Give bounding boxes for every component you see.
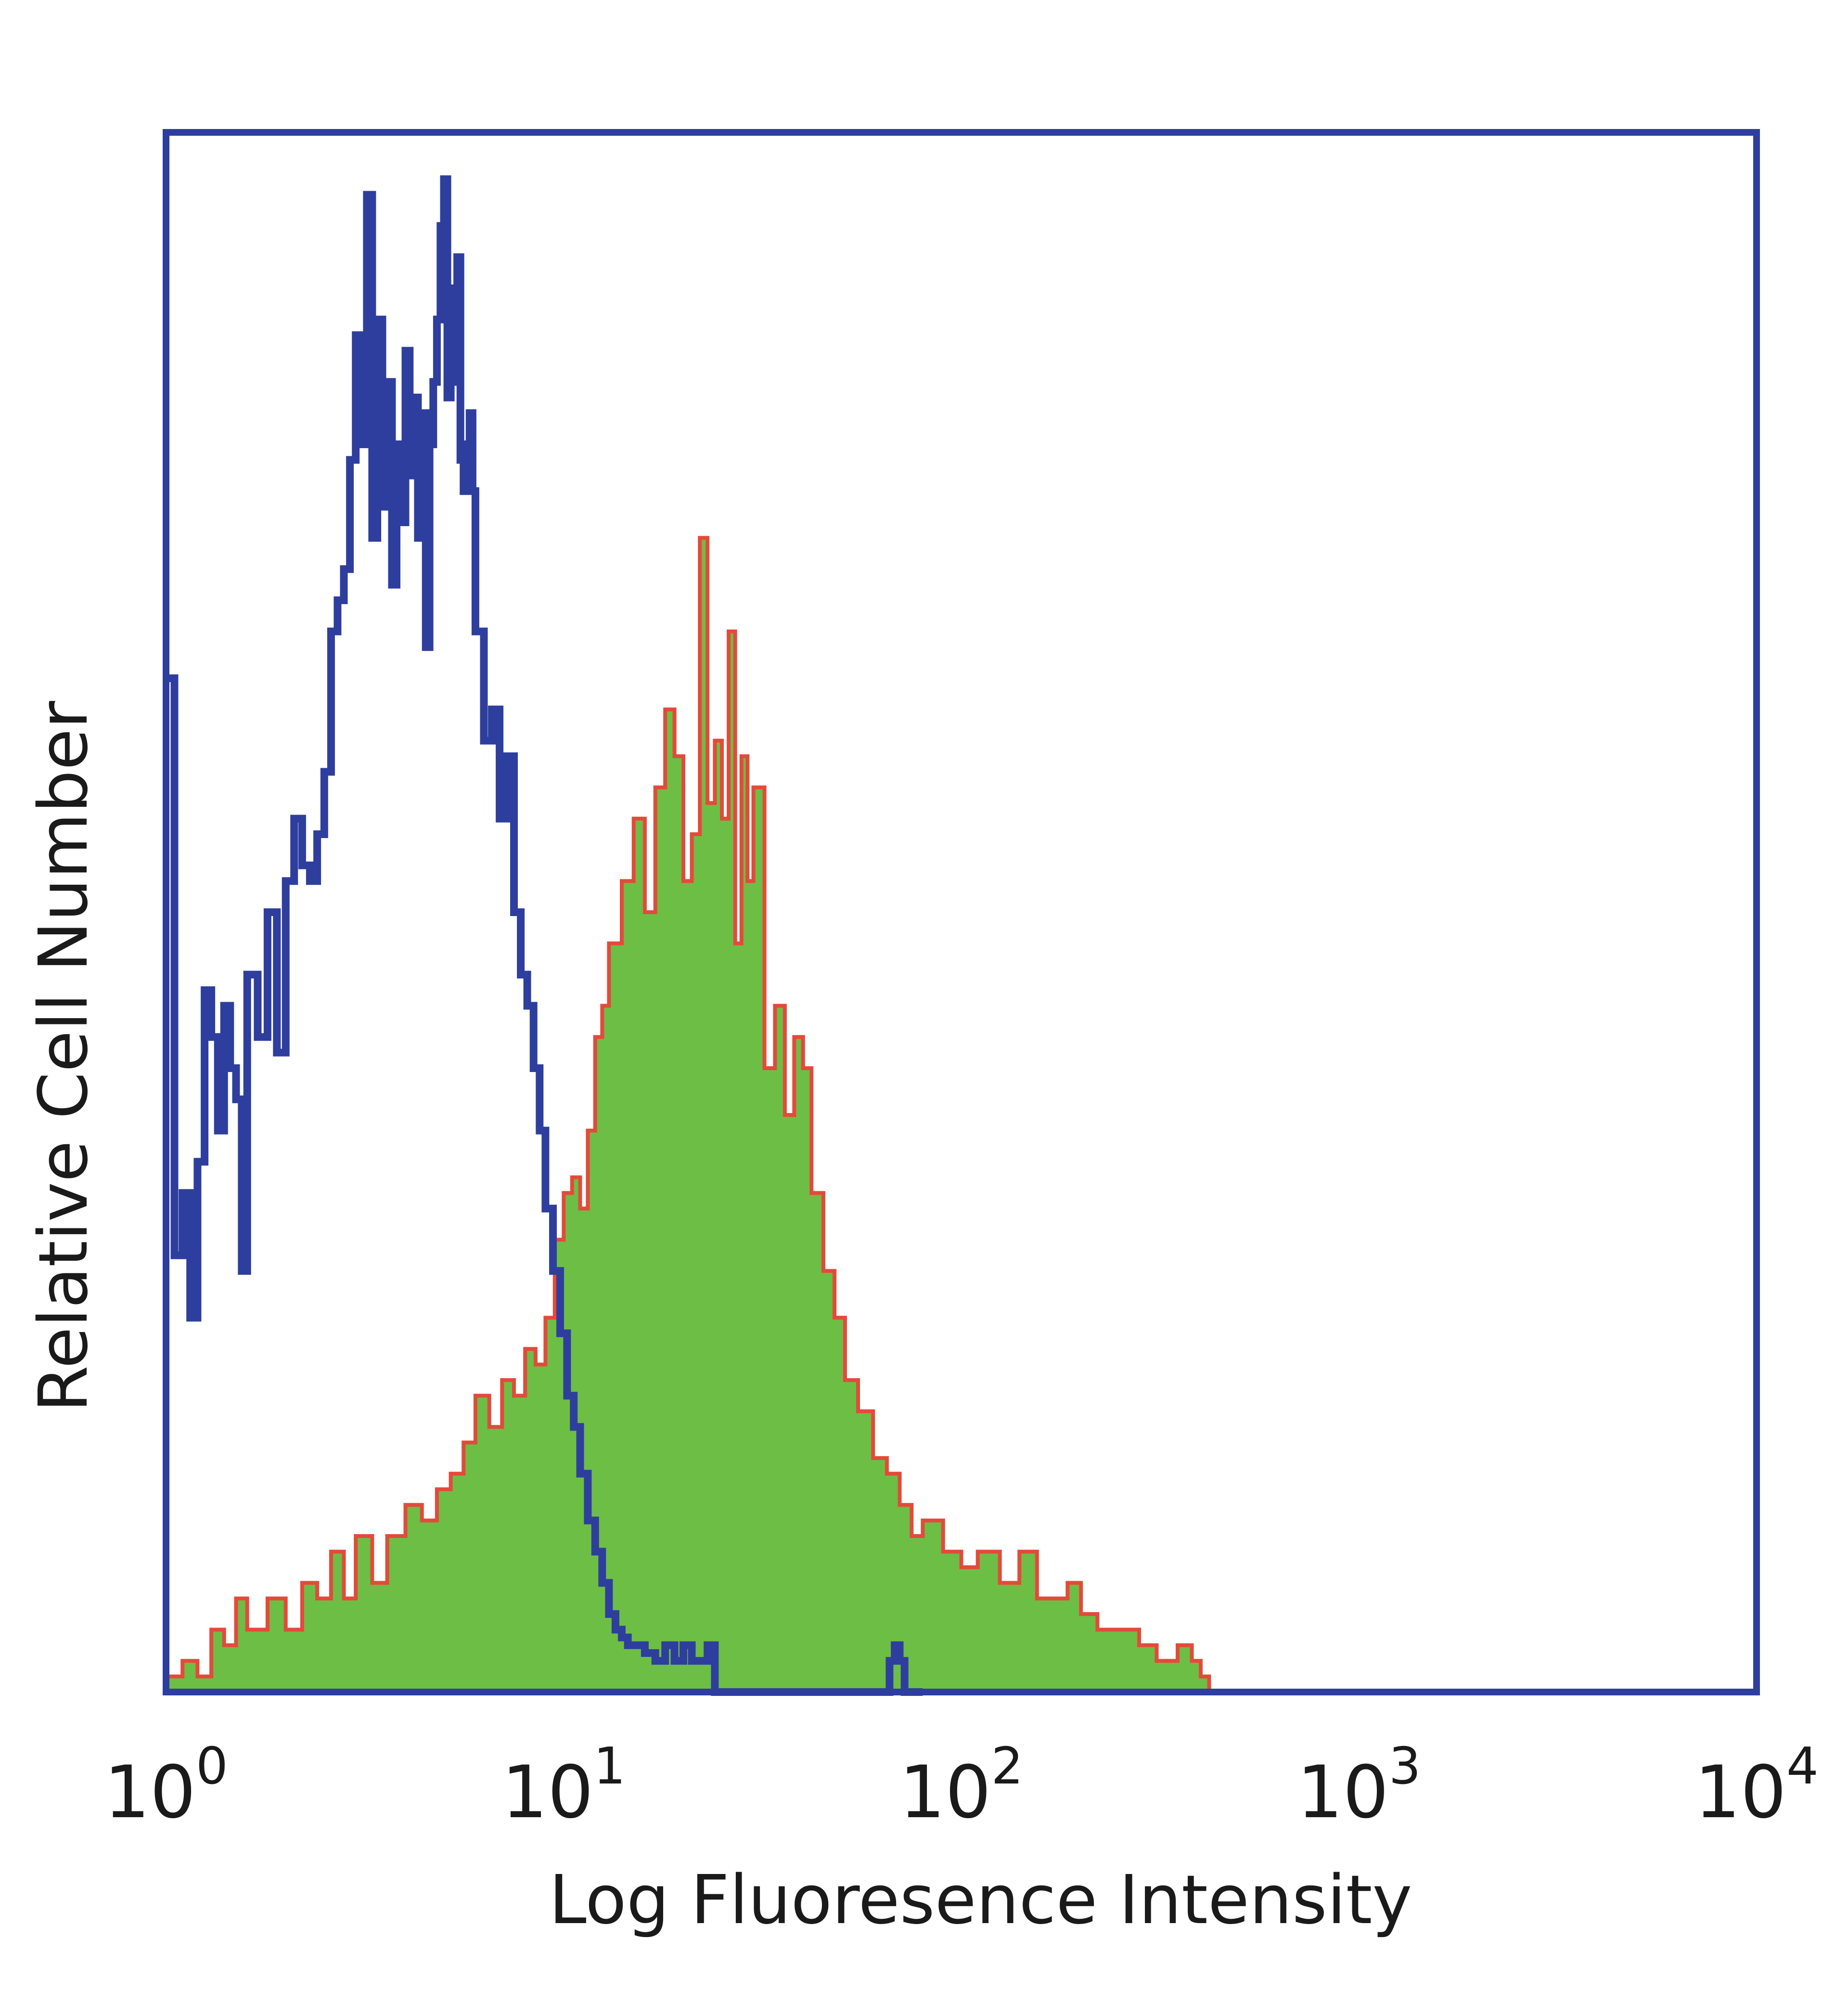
x-tick-label: 104 (1694, 1737, 1819, 1835)
x-tick-exponent: 1 (593, 1737, 626, 1796)
x-tick-base: 10 (104, 1751, 196, 1835)
x-tick-base: 10 (899, 1751, 991, 1835)
x-tick-base: 10 (501, 1751, 593, 1835)
x-tick-label: 102 (899, 1737, 1024, 1835)
x-tick-labels: 100 101 102 103 104 (104, 1737, 1819, 1835)
filled-histogram-layer (164, 536, 1211, 1694)
x-tick-label: 100 (104, 1737, 228, 1835)
filled-histogram-series (164, 536, 1211, 1694)
y-axis-title: Relative Cell Number (25, 701, 103, 1412)
x-tick-base: 10 (1694, 1751, 1786, 1835)
outline-histogram-layer (166, 175, 923, 1696)
x-tick-exponent: 2 (991, 1737, 1024, 1796)
x-tick-exponent: 0 (196, 1737, 228, 1796)
x-tick-exponent: 3 (1389, 1737, 1421, 1796)
x-tick-label: 103 (1297, 1737, 1421, 1835)
plot-frame (163, 129, 1760, 1695)
x-tick-label: 101 (501, 1737, 626, 1835)
x-tick-base: 10 (1297, 1751, 1389, 1835)
outline-histogram-series (166, 175, 923, 1696)
x-axis-title: Log Fluoresence Intensity (549, 1861, 1412, 1939)
x-tick-exponent: 4 (1786, 1737, 1819, 1796)
